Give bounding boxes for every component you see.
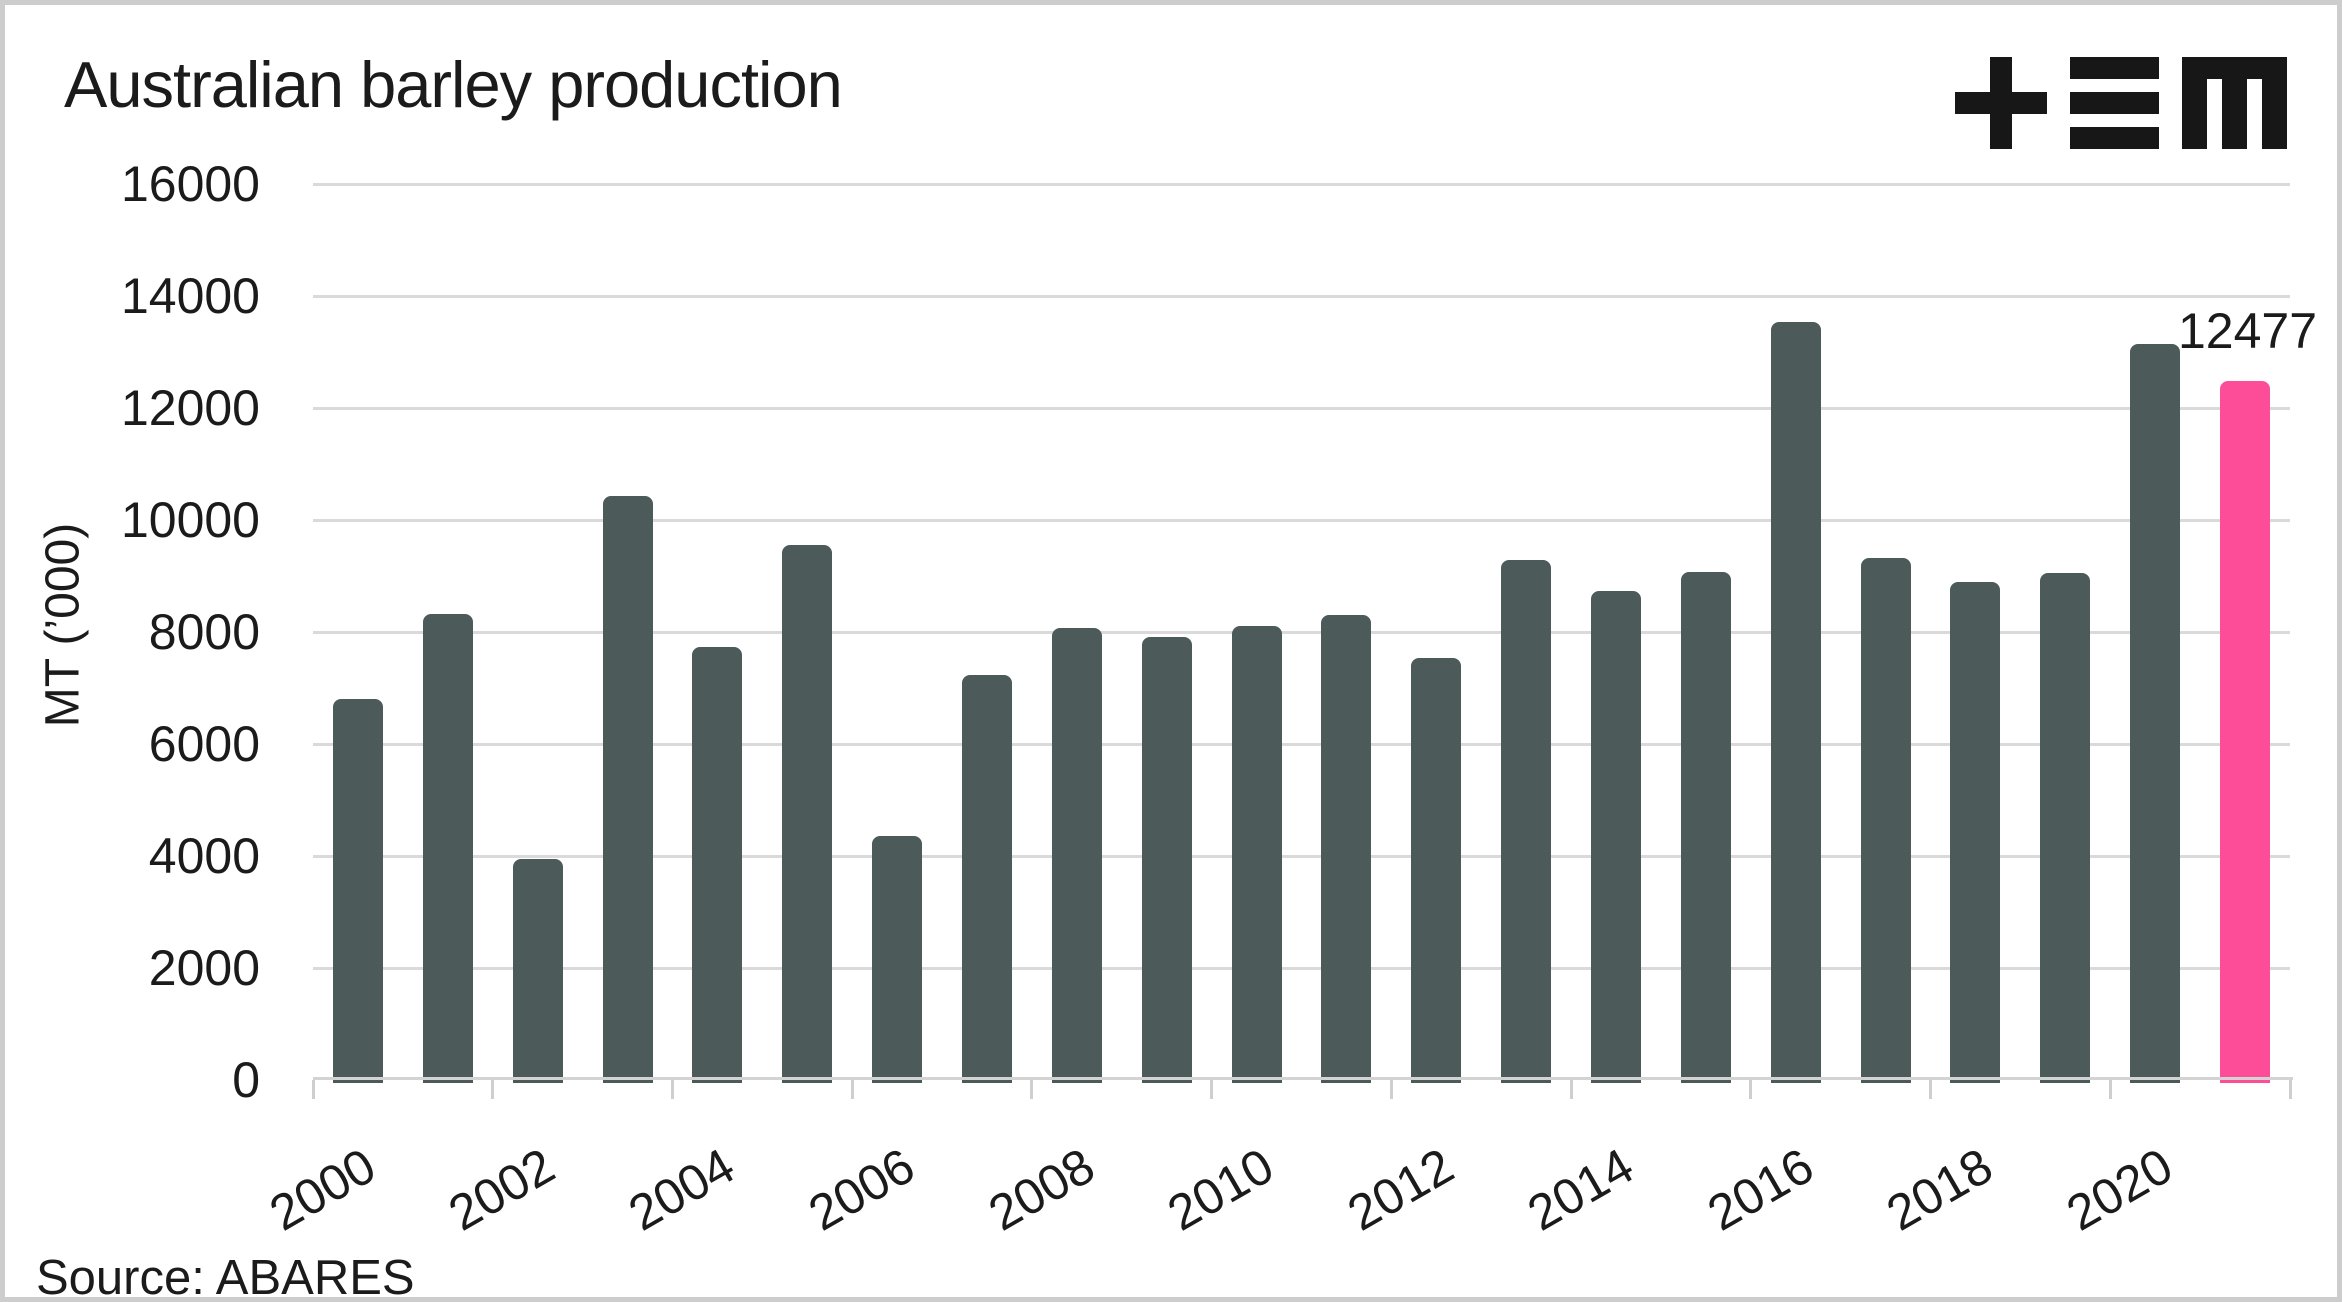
gridline-12000 xyxy=(313,406,2290,410)
x-tick-label-2014: 2014 xyxy=(1518,1137,1643,1242)
x-axis-tick xyxy=(1389,1080,1393,1099)
bar-2020 xyxy=(2130,343,2181,1083)
x-axis-tick xyxy=(491,1080,495,1099)
x-axis-tick xyxy=(850,1080,854,1099)
bar-2014 xyxy=(1591,591,1642,1083)
gridline-10000 xyxy=(313,518,2290,522)
bar-2010 xyxy=(1231,625,1282,1083)
y-tick-label-4000: 4000 xyxy=(148,828,260,884)
m-icon xyxy=(2182,57,2287,149)
bar-2005 xyxy=(782,544,833,1083)
x-axis-line xyxy=(313,1077,2293,1080)
tem-logo xyxy=(1955,57,2290,149)
bar-2019 xyxy=(2040,572,2091,1083)
x-tick-label-2018: 2018 xyxy=(1877,1137,2002,1242)
gridline-4000 xyxy=(313,854,2290,858)
bar-2000 xyxy=(332,699,383,1083)
highlight-value-label: 12477 xyxy=(2178,303,2318,359)
triple-bar-icon xyxy=(2070,57,2159,149)
x-tick-label-2002: 2002 xyxy=(439,1137,565,1242)
y-tick-label-12000: 12000 xyxy=(120,380,260,436)
plus-icon xyxy=(1955,57,2047,149)
y-tick-label-10000: 10000 xyxy=(120,492,260,548)
y-tick-label-16000: 16000 xyxy=(120,156,260,212)
x-axis-tick xyxy=(670,1080,674,1099)
x-tick-label-2016: 2016 xyxy=(1697,1137,1823,1242)
x-tick-label-2010: 2010 xyxy=(1158,1137,1284,1242)
bar-2003 xyxy=(602,496,653,1083)
bar-2012 xyxy=(1411,658,1462,1083)
tem-logo-svg xyxy=(1955,57,2287,149)
gridline-2000 xyxy=(313,966,2290,970)
bar-2001 xyxy=(422,613,473,1083)
x-axis-tick xyxy=(311,1080,315,1099)
x-tick-label-2000: 2000 xyxy=(260,1137,385,1242)
y-tick-label-0: 0 xyxy=(232,1052,260,1108)
source-credit: Source: ABARES xyxy=(36,1251,415,1302)
bar-2016 xyxy=(1770,321,1821,1083)
bar-2013 xyxy=(1501,560,1552,1083)
bar-2004 xyxy=(692,646,743,1083)
bar-2006 xyxy=(872,836,923,1083)
x-axis-tick xyxy=(2108,1080,2112,1099)
x-tick-label-2012: 2012 xyxy=(1338,1137,1463,1242)
bar-2017 xyxy=(1860,557,1911,1083)
bar-2009 xyxy=(1141,637,1192,1083)
x-tick-label-2020: 2020 xyxy=(2057,1137,2182,1242)
x-axis-tick xyxy=(1030,1080,1034,1099)
y-tick-label-8000: 8000 xyxy=(148,604,260,660)
chart-title: Australian barley production xyxy=(64,48,843,121)
bar-2015 xyxy=(1680,572,1731,1083)
x-axis-tick xyxy=(1929,1080,1933,1099)
gridline-16000 xyxy=(313,182,2290,186)
bar-2018 xyxy=(1950,582,2001,1083)
x-tick-label-2004: 2004 xyxy=(619,1137,744,1242)
gridline-14000 xyxy=(313,294,2290,298)
y-tick-label-14000: 14000 xyxy=(120,268,260,324)
x-axis-tick xyxy=(1569,1080,1573,1099)
x-axis-tick xyxy=(2288,1080,2292,1099)
x-axis-tick xyxy=(1749,1080,1753,1099)
gridline-8000 xyxy=(313,630,2290,634)
x-tick-label-2008: 2008 xyxy=(979,1137,1104,1242)
y-tick-label-2000: 2000 xyxy=(148,940,260,996)
x-axis-tick xyxy=(1210,1080,1214,1099)
bar-2021 xyxy=(2220,381,2271,1083)
bar-2008 xyxy=(1051,627,1102,1083)
bar-2002 xyxy=(512,858,563,1083)
y-tick-label-6000: 6000 xyxy=(148,716,260,772)
gridline-6000 xyxy=(313,742,2290,746)
bar-2011 xyxy=(1321,614,1372,1083)
bar-2007 xyxy=(961,675,1012,1083)
x-tick-label-2006: 2006 xyxy=(799,1137,924,1242)
